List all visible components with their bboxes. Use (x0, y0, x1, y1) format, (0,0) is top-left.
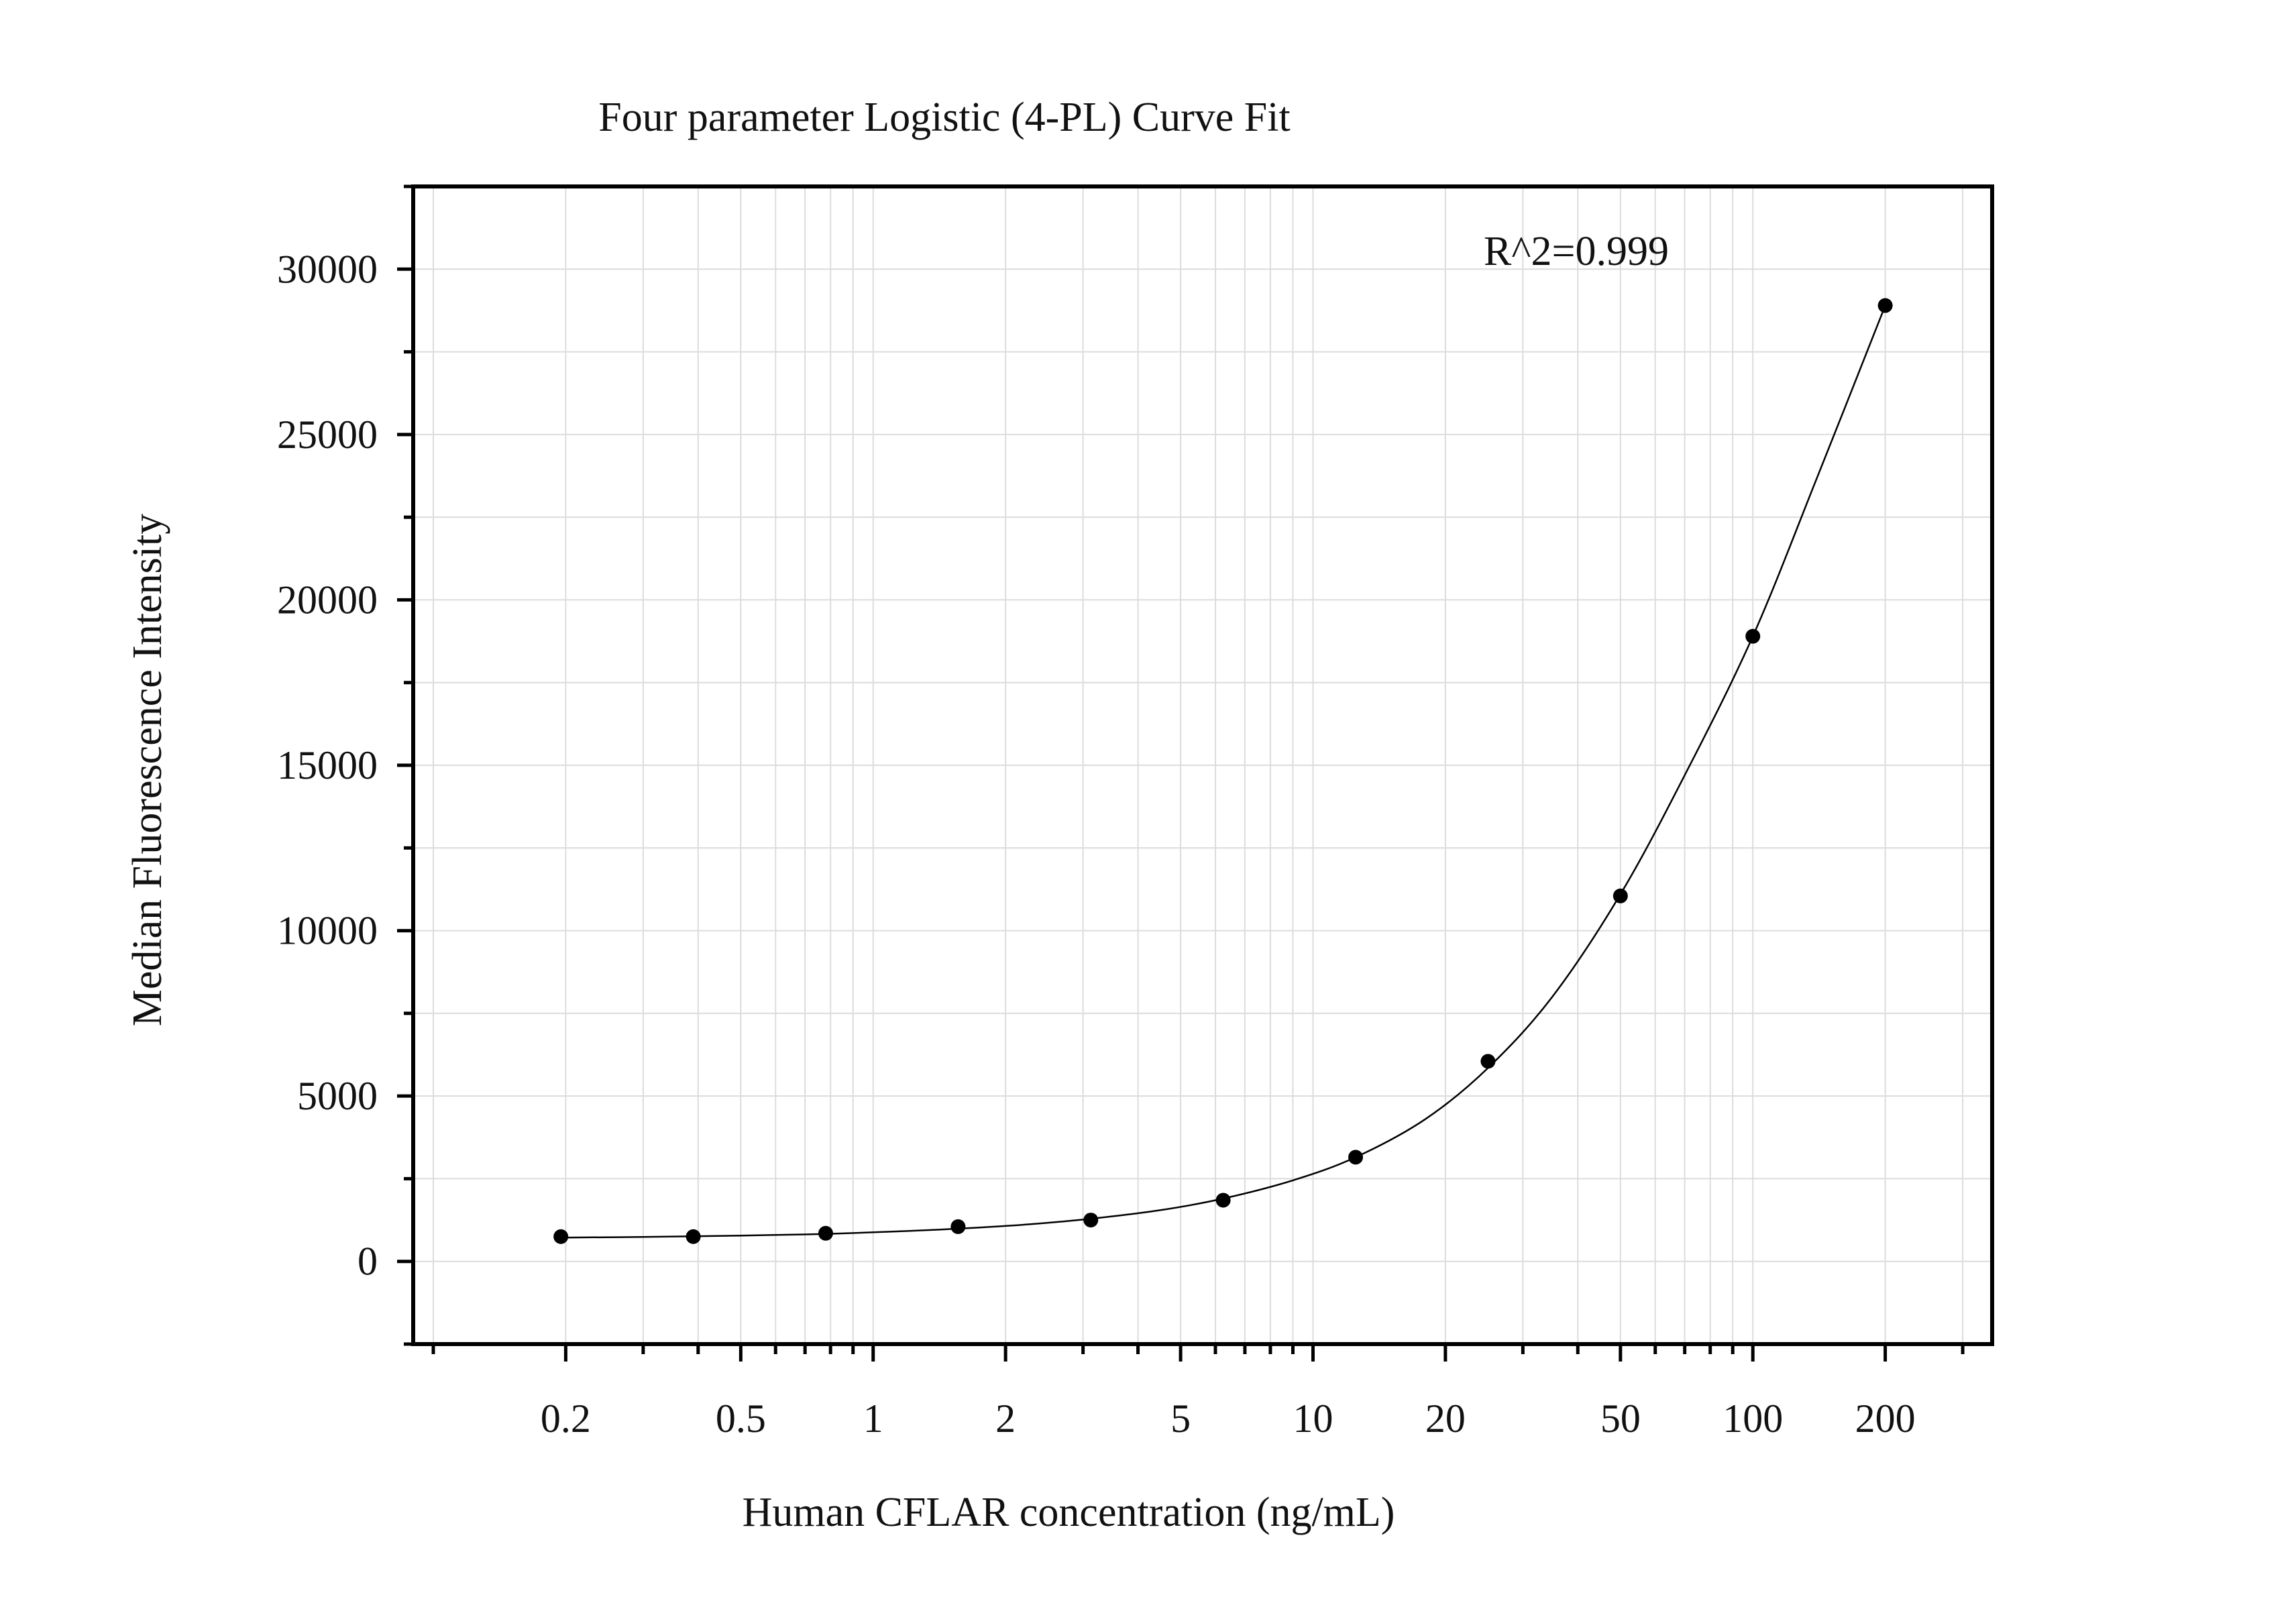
y-axis-label: Median Fluorescence Intensity (125, 514, 170, 1026)
y-tick-label: 30000 (277, 247, 378, 291)
data-point (1348, 1150, 1364, 1165)
fit-curve-layer (561, 305, 1886, 1239)
x-tick-label: 5 (1170, 1396, 1191, 1441)
data-point (1877, 298, 1893, 313)
data-point (1083, 1213, 1099, 1228)
data-point (818, 1225, 833, 1241)
x-tick-label: 100 (1723, 1396, 1783, 1441)
grid-layer (413, 186, 1992, 1345)
data-point (950, 1219, 966, 1234)
x-tick-label: 0.2 (541, 1396, 591, 1441)
r-squared-annotation: R^2=0.999 (1484, 229, 1669, 274)
x-tick-label: 200 (1855, 1396, 1916, 1441)
x-tick-label: 10 (1293, 1396, 1333, 1441)
data-point (686, 1229, 701, 1244)
fit-curve-line (561, 305, 1886, 1239)
data-point (553, 1229, 569, 1244)
x-tick-label: 20 (1425, 1396, 1466, 1441)
x-tick-label: 0.5 (716, 1396, 766, 1441)
data-point (1480, 1054, 1496, 1069)
x-tick-label: 2 (995, 1396, 1016, 1441)
y-tick-label: 20000 (277, 577, 378, 622)
y-tick-label: 10000 (277, 909, 378, 953)
plot-frame (411, 184, 1994, 1346)
y-tick-label: 5000 (297, 1074, 378, 1118)
y-tick-label: 0 (358, 1239, 378, 1284)
x-tick-label: 50 (1600, 1396, 1641, 1441)
data-point (1612, 888, 1628, 903)
y-tick-label: 25000 (277, 412, 378, 457)
x-tick-label: 1 (863, 1396, 883, 1441)
x-axis-label: Human CFLAR concentration (ng/mL) (743, 1490, 1395, 1535)
data-points-layer (553, 298, 1893, 1244)
chart-title: Four parameter Logistic (4-PL) Curve Fit (598, 95, 1290, 140)
data-point (1745, 628, 1761, 644)
data-point (1215, 1193, 1231, 1208)
ticks-layer: 0.2 0.5 1 2 5 10 20 50 100 200 0 5000 10000 15000 2000… (277, 184, 1965, 1441)
y-tick-label: 15000 (277, 743, 378, 787)
